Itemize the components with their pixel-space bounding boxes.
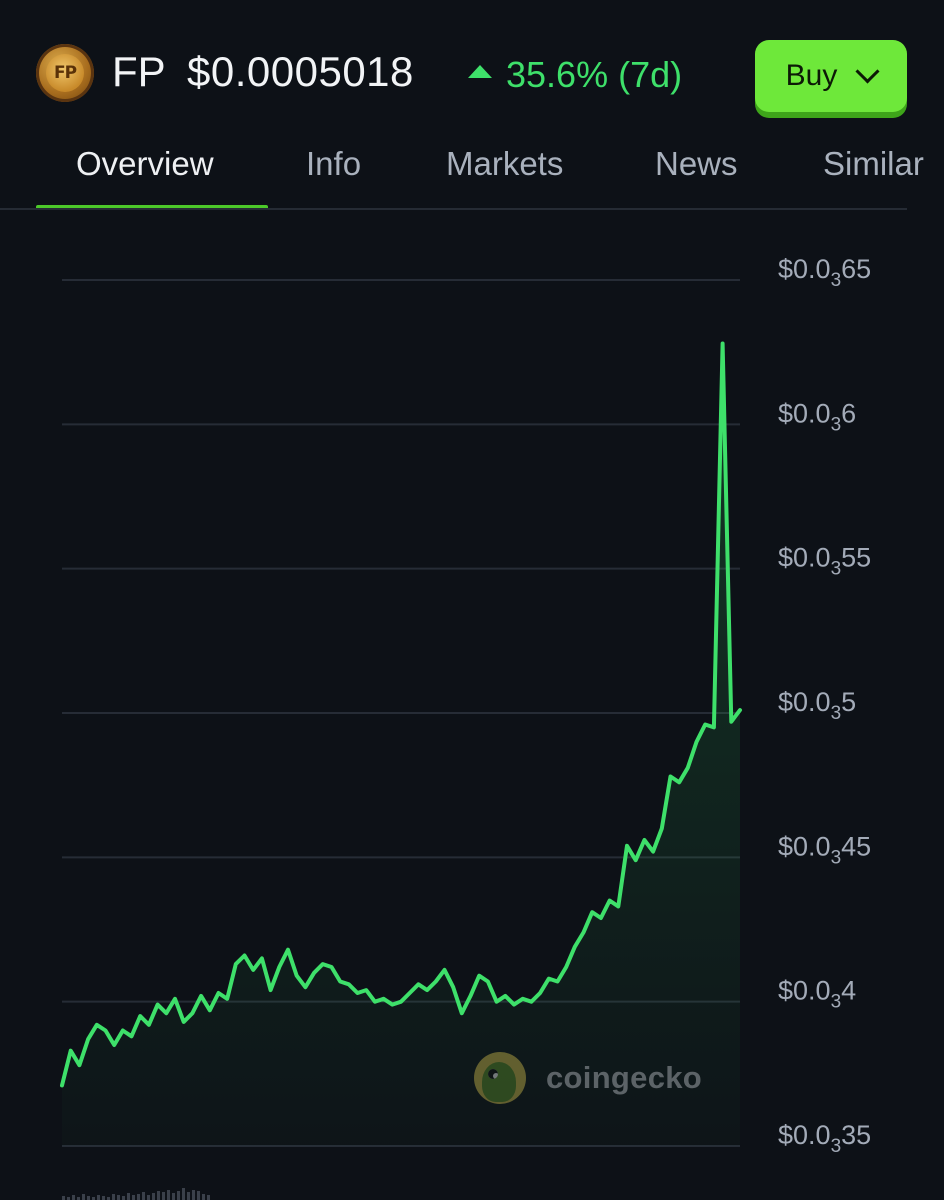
y-tick-prefix: $0.0: [778, 1120, 831, 1150]
active-tab-indicator: [36, 205, 268, 210]
volume-bar: [82, 1194, 85, 1200]
volume-bar: [142, 1192, 145, 1200]
volume-bar: [162, 1192, 165, 1200]
header: FP FP $0.0005018 35.6% (7d) Buy: [0, 0, 944, 140]
tab-bar: Overview Info Markets News Similar: [0, 130, 944, 212]
y-tick-prefix: $0.0: [778, 831, 831, 861]
fp-coin-logo-icon: FP: [36, 44, 94, 102]
y-tick-label: $0.035: [778, 687, 856, 724]
price-line[interactable]: [60, 341, 742, 1088]
price-area: [62, 343, 740, 1146]
y-tick-digits: 45: [841, 831, 871, 861]
y-axis-ticks: $0.0365$0.036$0.0355$0.035$0.0345$0.034$…: [778, 254, 871, 1157]
volume-bar: [177, 1191, 180, 1200]
y-tick-label: $0.036: [778, 398, 856, 435]
buy-button[interactable]: Buy: [755, 40, 907, 112]
y-tick-zero-count: 3: [831, 703, 842, 724]
triangle-up-icon: [468, 64, 492, 78]
volume-bar: [187, 1192, 190, 1200]
y-tick-zero-count: 3: [831, 559, 842, 580]
coin-symbol: FP: [112, 48, 166, 95]
volume-bar: [167, 1190, 170, 1200]
y-tick-digits: 35: [841, 1120, 871, 1150]
y-tick-digits: 55: [841, 543, 871, 573]
volume-bar: [102, 1196, 105, 1200]
y-tick-label: $0.0345: [778, 831, 871, 868]
volume-bar: [127, 1193, 130, 1200]
volume-bar: [87, 1196, 90, 1200]
volume-bar: [152, 1193, 155, 1200]
y-tick-digits: 4: [841, 976, 856, 1006]
y-tick-prefix: $0.0: [778, 254, 831, 284]
volume-bar: [137, 1194, 140, 1200]
volume-bar: [147, 1195, 150, 1200]
volume-bar: [207, 1195, 210, 1200]
y-tick-zero-count: 3: [831, 1136, 842, 1157]
volume-bar: [202, 1194, 205, 1200]
volume-bar: [132, 1195, 135, 1200]
volume-bar: [62, 1196, 65, 1200]
y-tick-zero-count: 3: [831, 992, 842, 1013]
volume-bar: [182, 1188, 185, 1200]
y-tick-prefix: $0.0: [778, 976, 831, 1006]
y-tick-label: $0.0335: [778, 1120, 871, 1157]
volume-bar: [72, 1195, 75, 1200]
y-tick-zero-count: 3: [831, 847, 842, 868]
watermark-text: coingecko: [546, 1060, 703, 1095]
volume-bar: [97, 1195, 100, 1200]
volume-bar: [67, 1197, 70, 1200]
volume-bar: [197, 1191, 200, 1200]
y-tick-digits: 65: [841, 254, 871, 284]
buy-button-label: Buy: [785, 59, 838, 92]
y-tick-label: $0.0355: [778, 543, 871, 580]
y-tick-zero-count: 3: [831, 270, 842, 291]
y-tick-digits: 6: [841, 398, 856, 428]
volume-bar: [77, 1197, 80, 1200]
y-tick-label: $0.034: [778, 976, 856, 1013]
volume-bar: [172, 1193, 175, 1200]
y-tick-prefix: $0.0: [778, 687, 831, 717]
price-change: 35.6% (7d): [468, 50, 682, 100]
price-change-value: 35.6% (7d): [506, 54, 683, 95]
y-tick-zero-count: 3: [831, 414, 842, 435]
volume-bar: [92, 1197, 95, 1200]
coin-logo-lettering: FP: [46, 54, 84, 92]
tab-overview[interactable]: Overview: [76, 145, 214, 182]
tab-markets[interactable]: Markets: [446, 145, 564, 182]
volume-bars: [62, 1188, 210, 1200]
tab-info[interactable]: Info: [306, 145, 362, 182]
coingecko-gecko-icon: [474, 1052, 526, 1104]
volume-bar: [192, 1190, 195, 1200]
volume-bar: [122, 1196, 125, 1200]
coingecko-watermark: coingecko: [474, 1052, 702, 1104]
y-tick-digits: 5: [841, 687, 856, 717]
coin-price: $0.0005018: [187, 48, 414, 95]
tab-news[interactable]: News: [655, 145, 738, 182]
volume-bar: [157, 1191, 160, 1200]
y-tick-prefix: $0.0: [778, 543, 831, 573]
tabs-divider: [0, 208, 907, 210]
volume-bar: [112, 1194, 115, 1200]
tab-similar[interactable]: Similar: [823, 145, 924, 182]
y-tick-prefix: $0.0: [778, 398, 831, 428]
volume-bar: [117, 1195, 120, 1200]
volume-bar: [107, 1197, 110, 1200]
y-tick-label: $0.0365: [778, 254, 871, 291]
